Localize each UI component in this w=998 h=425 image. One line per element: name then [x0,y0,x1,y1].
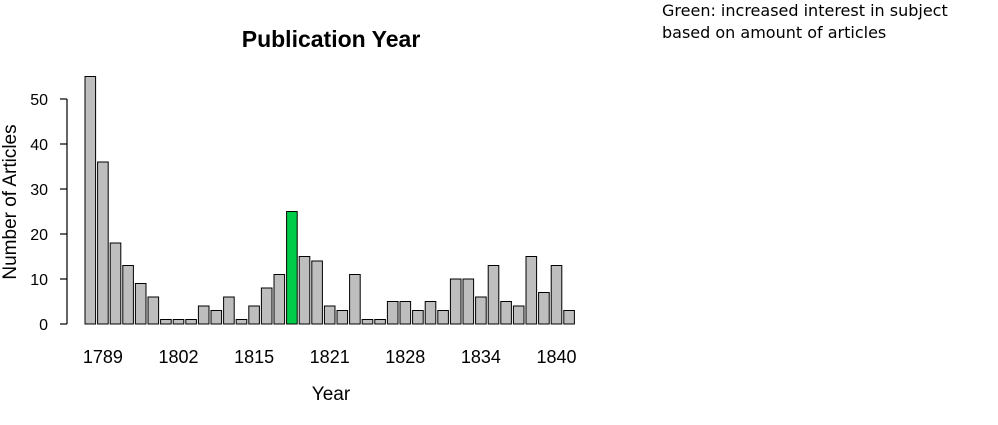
x-tick-labels: 1789 1802 1815 1821 1828 1834 1840 [83,347,577,367]
bar [437,310,449,325]
bar [412,310,424,325]
bar [323,305,336,325]
annotation-note: Green: increased interest in subject bas… [662,0,948,44]
x-tick-label: 1789 [83,347,123,367]
note-line-2: based on amount of articles [662,23,887,42]
bar [210,310,223,325]
bars-group [84,76,575,325]
y-tick-label: 50 [30,92,48,109]
bar [462,278,475,325]
bar-highlighted [286,211,298,325]
bar [550,265,563,325]
y-tick-label: 0 [39,317,48,334]
x-tick-label: 1815 [234,347,274,367]
bar [97,161,109,325]
bar [273,274,286,325]
note-line-1: Green: increased interest in subject [662,1,948,20]
bar [197,305,210,325]
x-tick-label: 1840 [536,347,576,367]
bar [84,76,97,325]
x-axis-label: Year [312,384,351,405]
bar [374,319,386,325]
bar [500,301,512,325]
x-tick-label: 1802 [158,347,198,367]
bar [349,274,361,325]
bar [223,296,235,325]
y-axis: 0 10 20 30 40 50 [30,92,68,334]
bar [109,242,122,325]
bar [424,301,437,325]
bar [525,256,538,325]
bar [134,283,147,325]
bar [563,310,575,325]
x-tick-label: 1821 [310,347,350,367]
bar [512,305,525,325]
bar [386,301,399,325]
bar [475,296,487,325]
bar [147,296,160,325]
y-tick-label: 20 [30,227,48,244]
x-tick-label: 1834 [461,347,501,367]
chart-title: Publication Year [242,26,421,52]
bar [172,319,185,325]
bar [336,310,349,325]
bar-chart: Publication Year 0 10 20 30 40 50 1789 1802 181… [0,26,577,405]
x-tick-label: 1828 [385,347,425,367]
bar [260,287,273,325]
bar [361,319,374,325]
bar [122,265,134,325]
bar [185,319,197,325]
bar [248,305,260,325]
bar [160,319,172,325]
bar [449,278,462,325]
bar [538,292,550,325]
y-tick-label: 10 [30,272,48,289]
bar [311,260,323,325]
y-axis-label: Number of Articles [0,124,21,279]
y-tick-label: 40 [30,137,48,154]
y-tick-label: 30 [30,182,48,199]
bar [235,319,248,325]
bar [487,265,500,325]
bar [399,301,412,325]
bar [298,256,311,325]
